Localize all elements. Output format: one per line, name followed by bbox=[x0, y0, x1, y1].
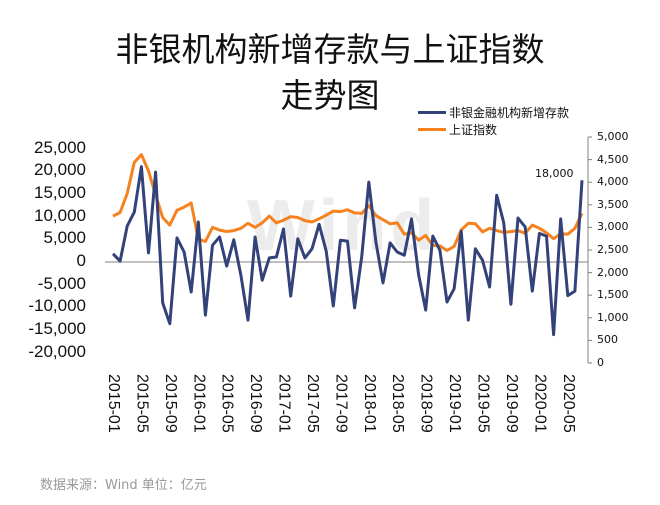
x-axis-tick: 2015-05 bbox=[133, 374, 151, 433]
right-axis-tick: 1,500 bbox=[597, 288, 629, 302]
right-axis-tick: 2,500 bbox=[597, 243, 629, 256]
left-axis-tick: -20,000 bbox=[28, 341, 86, 361]
left-axis-tick: -10,000 bbox=[28, 296, 86, 316]
legend-item-deposits: 非银金融机构新增存款 bbox=[418, 104, 569, 121]
left-axis-tick: -15,000 bbox=[28, 319, 86, 339]
x-axis-tick: 2019-01 bbox=[446, 374, 464, 433]
x-axis-tick: 2016-09 bbox=[247, 374, 265, 433]
right-axis-tick: 4,000 bbox=[597, 175, 629, 189]
right-axis bbox=[587, 136, 592, 364]
right-axis-tick: 0 bbox=[597, 356, 604, 369]
left-axis-tick: 0 bbox=[76, 251, 86, 270]
x-axis-tick: 2015-01 bbox=[105, 374, 122, 433]
right-axis-tick: 3,500 bbox=[597, 197, 629, 211]
x-axis-tick: 2016-01 bbox=[190, 374, 208, 433]
source-footer: 数据来源：Wind 单位：亿元 bbox=[40, 478, 207, 493]
right-axis-tick: 1,000 bbox=[597, 310, 629, 324]
x-axis-tick: 2020-05 bbox=[559, 374, 577, 433]
x-axis-tick: 2017-09 bbox=[332, 374, 350, 433]
chart-title-line1: 非银机构新增存款与上证指数 bbox=[115, 30, 545, 69]
x-axis-tick: 2017-05 bbox=[303, 374, 321, 433]
x-axis-tick: 2018-05 bbox=[389, 374, 407, 433]
left-axis-tick: 25,000 bbox=[34, 137, 86, 157]
left-axis-tick: 15,000 bbox=[34, 182, 86, 202]
right-axis-tick: 5,000 bbox=[597, 130, 629, 143]
right-axis-tick: 2,000 bbox=[597, 265, 629, 279]
left-axis-tick: 5,000 bbox=[43, 228, 86, 248]
x-axis-tick: 2015-09 bbox=[161, 374, 179, 433]
x-axis-tick: 2020-01 bbox=[531, 374, 549, 433]
x-axis-tick: 2018-09 bbox=[417, 374, 435, 433]
chart-title-line2: 走势图 bbox=[280, 76, 380, 115]
x-axis-tick: 2017-01 bbox=[275, 374, 293, 433]
legend: 非银金融机构新增存款 上证指数 bbox=[418, 104, 569, 138]
x-axis-tick: 2018-01 bbox=[360, 374, 378, 433]
annotation-label: 18,000 bbox=[535, 167, 574, 180]
left-axis-tick: 10,000 bbox=[34, 205, 86, 225]
legend-label: 上证指数 bbox=[449, 123, 498, 137]
right-axis-tick: 3,000 bbox=[597, 220, 629, 234]
series-line-deposits bbox=[111, 165, 584, 337]
legend-item-index: 上证指数 bbox=[418, 121, 569, 138]
legend-swatch-navy bbox=[418, 111, 446, 114]
x-axis-tick: 2016-05 bbox=[218, 374, 236, 433]
series-line-index bbox=[112, 153, 584, 252]
legend-label: 非银金融机构新增存款 bbox=[449, 106, 570, 120]
left-axis-tick: 20,000 bbox=[34, 160, 86, 180]
right-axis-tick: 500 bbox=[597, 333, 618, 347]
x-axis-tick: 2019-09 bbox=[502, 374, 520, 433]
left-axis-tick: -5,000 bbox=[37, 273, 86, 293]
legend-swatch-orange bbox=[418, 128, 446, 131]
right-axis-tick: 4,500 bbox=[597, 152, 629, 166]
x-axis-tick: 2019-05 bbox=[474, 374, 492, 433]
